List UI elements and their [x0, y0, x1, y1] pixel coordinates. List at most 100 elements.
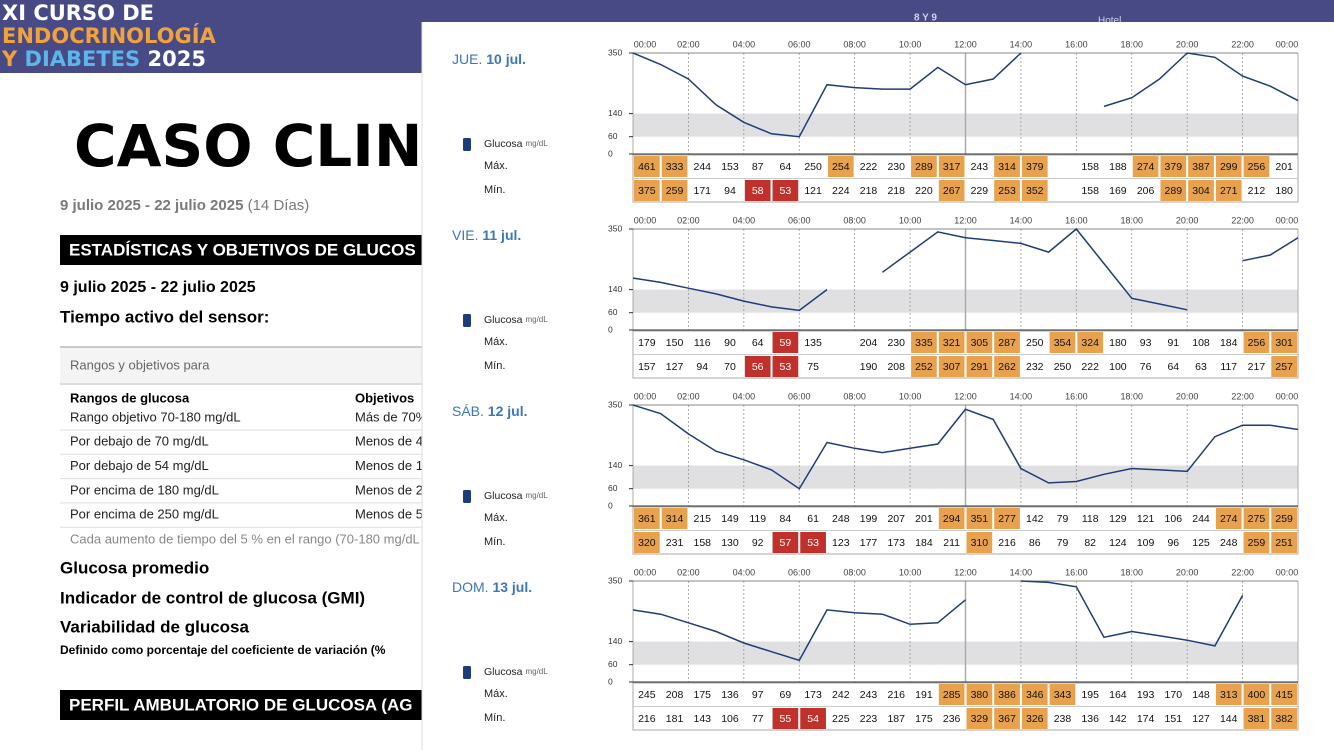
cell-value: 55	[780, 713, 792, 725]
hour-label: 22:00	[1231, 391, 1254, 401]
cell-value: 118	[1082, 513, 1099, 525]
cell-value: 117	[1220, 361, 1237, 373]
range-label: Por debajo de 54 mg/dL	[70, 458, 209, 473]
cell-highlight	[1243, 332, 1270, 353]
cell-value: 130	[721, 537, 739, 549]
cell-highlight	[911, 332, 937, 353]
hour-label: 18:00	[1120, 215, 1143, 225]
cell-highlight	[966, 332, 993, 353]
hour-label: 08:00	[843, 567, 866, 577]
cell-value: 190	[860, 361, 878, 373]
cell-value: 97	[752, 689, 764, 701]
cell-highlight	[800, 532, 826, 553]
y-tick-label: 140	[608, 108, 622, 118]
cell-highlight	[1160, 156, 1187, 177]
cell-highlight	[938, 356, 965, 377]
cell-value: 100	[1109, 361, 1127, 373]
cell-value: 381	[1248, 713, 1266, 725]
cell-highlight	[1271, 684, 1297, 705]
cell-value: 157	[638, 361, 656, 373]
cell-highlight	[994, 156, 1020, 177]
cell-highlight	[1243, 532, 1270, 553]
banner	[0, 0, 422, 73]
hour-label: 16:00	[1065, 39, 1088, 49]
cell-value: 93	[1140, 337, 1152, 349]
cell-value: 90	[724, 337, 736, 349]
cell-value: 289	[915, 161, 933, 173]
cell-highlight	[634, 156, 660, 177]
cell-value: 307	[943, 361, 961, 373]
hour-label: 14:00	[1010, 39, 1033, 49]
range-target: Menos de 4	[355, 434, 423, 449]
cell-value: 91	[1167, 337, 1179, 349]
cell-value: 64	[1167, 361, 1179, 373]
cell-value: 291	[971, 361, 989, 373]
cell-highlight	[772, 332, 799, 353]
hour-label: 20:00	[1176, 39, 1199, 49]
cell-value: 54	[807, 713, 819, 725]
range-label: Por encima de 250 mg/dL	[70, 507, 219, 522]
cell-highlight	[966, 684, 993, 705]
cell-value: 354	[1054, 337, 1072, 349]
date: 10 jul.	[486, 51, 526, 67]
cell-value: 191	[915, 689, 933, 701]
y-tick-label: 350	[608, 575, 622, 585]
cell-value: 180	[1275, 185, 1293, 197]
max-label: Máx.	[484, 688, 508, 700]
cell-value: 106	[721, 713, 739, 725]
range-target: Menos de 2	[355, 482, 423, 497]
cell-value: 243	[971, 161, 989, 173]
cell-value: 53	[780, 185, 792, 197]
cell-value: 59	[780, 337, 792, 349]
cell-highlight	[938, 180, 965, 201]
cell-value: 386	[998, 689, 1016, 701]
cell-value: 70	[724, 361, 736, 373]
cell-value: 321	[943, 337, 961, 349]
cell-value: 243	[860, 689, 878, 701]
cell-value: 207	[887, 513, 905, 525]
metric: Variabilidad de glucosa	[60, 617, 249, 636]
hour-label: 16:00	[1065, 567, 1088, 577]
date: 12 jul.	[488, 403, 528, 419]
table-header: Objetivos	[355, 390, 414, 405]
cell-value: 274	[1137, 161, 1155, 173]
unit: mg/dL	[525, 491, 548, 500]
y-tick-label: 0	[608, 324, 613, 334]
section-bar	[60, 235, 422, 265]
cell-value: 106	[1165, 513, 1183, 525]
glucose-curve	[632, 52, 1299, 138]
cell-value: 216	[887, 689, 905, 701]
unit: mg/dL	[525, 667, 548, 676]
cell-value: 149	[721, 513, 739, 525]
cell-highlight	[1188, 180, 1214, 201]
cell-value: 175	[694, 689, 712, 701]
hour-label: 12:00	[954, 215, 977, 225]
cell-value: 184	[1220, 337, 1238, 349]
phone-icon	[463, 666, 471, 679]
cell-value: 56	[752, 361, 764, 373]
cell-value: 225	[832, 713, 850, 725]
cell-value: 116	[694, 337, 711, 349]
hour-label: 20:00	[1176, 391, 1199, 401]
cell-value: 170	[1165, 689, 1183, 701]
cell-highlight	[1188, 156, 1214, 177]
hour-label: 00:00	[634, 567, 657, 577]
cell-highlight	[1271, 708, 1297, 729]
cell-value: 220	[915, 185, 933, 197]
cell-highlight	[1215, 156, 1242, 177]
cell-highlight	[994, 508, 1020, 529]
cell-value: 135	[804, 337, 822, 349]
glucose-word: Glucosa	[484, 666, 523, 678]
cell-highlight	[938, 156, 965, 177]
daily-panel	[422, 22, 1334, 750]
cell-value: 275	[1248, 513, 1266, 525]
y-tick-label: 0	[608, 676, 613, 686]
cell-value: 124	[1109, 537, 1127, 549]
period-days: (14 Días)	[248, 197, 310, 214]
cell-value: 257	[1275, 361, 1293, 373]
hour-label: 08:00	[843, 391, 866, 401]
cell-value: 252	[915, 361, 933, 373]
cell-value: 216	[638, 713, 656, 725]
cell-value: 204	[860, 337, 878, 349]
